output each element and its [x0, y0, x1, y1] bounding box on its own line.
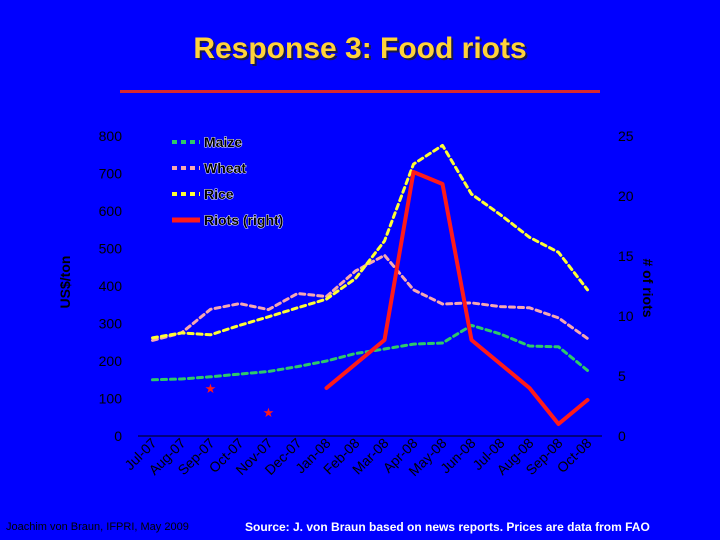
y-left-tick-label: 300 — [99, 316, 123, 332]
legend-label-maize: Maize — [204, 134, 242, 150]
y-right-tick-label: 0 — [618, 428, 626, 444]
y-right-tick-label: 20 — [618, 188, 634, 204]
y-left-tick-label: 0 — [114, 428, 122, 444]
footer-source: Source: J. von Braun based on news repor… — [245, 520, 650, 534]
footer-author: Joachim von Braun, IFPRI, May 2009 — [6, 521, 189, 533]
legend-label-riots-right: Riots (right) — [204, 212, 283, 228]
y-right-tick-label: 25 — [618, 128, 634, 144]
y-right-tick-label: 5 — [618, 368, 626, 384]
legend-label-rice: Rice — [204, 186, 234, 202]
y-left-tick-label: 700 — [99, 166, 123, 182]
series-line-riots-right — [324, 170, 590, 426]
y-left-tick-label: 400 — [99, 278, 123, 294]
y-right-tick-label: 15 — [618, 248, 634, 264]
y-axis-title-right: # of riots — [640, 258, 656, 317]
legend-label-wheat: Wheat — [204, 160, 246, 176]
riot-point-marker: ★ — [205, 381, 217, 396]
riot-point-marker: ★ — [263, 405, 275, 420]
y-right-tick-label: 10 — [618, 308, 634, 324]
slide-title: Response 3: Food riots — [193, 32, 527, 65]
y-left-tick-label: 100 — [99, 391, 123, 407]
title-underline — [120, 90, 600, 93]
y-left-tick-label: 200 — [99, 353, 123, 369]
series-line-rice — [151, 143, 589, 340]
y-left-tick-label: 500 — [99, 241, 123, 257]
y-axis-title-left: US$/ton — [57, 256, 73, 309]
series-line-wheat — [151, 253, 589, 342]
y-left-tick-label: 600 — [99, 203, 123, 219]
y-left-tick-label: 800 — [99, 128, 123, 144]
